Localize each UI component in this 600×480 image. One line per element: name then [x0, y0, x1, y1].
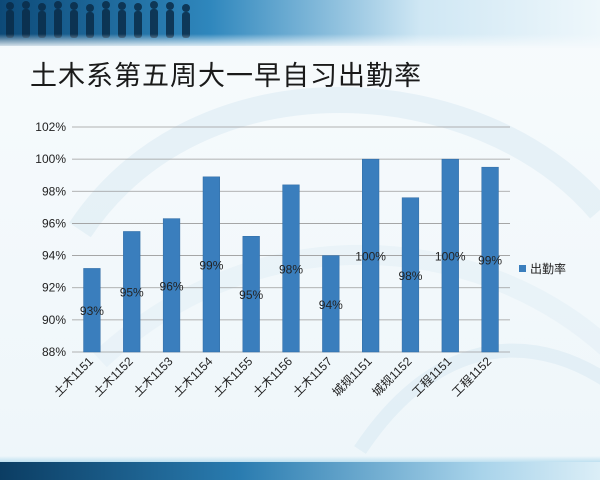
x-tick-label: 工程1152: [448, 353, 494, 399]
data-label: 94%: [319, 298, 343, 312]
chart-legend: 出勤率: [519, 261, 566, 276]
x-tick-label: 土木1152: [91, 354, 136, 399]
bar: [481, 166, 499, 353]
data-label: 96%: [160, 279, 184, 293]
bar: [322, 255, 340, 353]
bar: [202, 176, 220, 353]
x-tick-label: 土木1156: [250, 354, 295, 399]
legend-label: 出勤率: [530, 261, 566, 276]
data-label: 98%: [398, 269, 422, 283]
y-tick-label: 102%: [35, 120, 66, 134]
data-label: 99%: [199, 258, 223, 272]
bar: [123, 231, 141, 353]
bar: [282, 184, 300, 353]
bottom-band-highlight: [0, 456, 600, 462]
page-title: 土木系第五周大一早自习出勤率: [30, 61, 422, 92]
data-label: 93%: [80, 304, 104, 318]
legend-swatch: [519, 265, 526, 272]
data-label: 100%: [355, 250, 386, 264]
y-tick-label: 90%: [42, 313, 66, 327]
data-label: 95%: [239, 288, 263, 302]
bar: [401, 197, 420, 353]
bar: [83, 268, 101, 353]
x-tick-label: 工程1151: [409, 353, 455, 399]
x-tick-label: 土木1155: [210, 354, 255, 399]
chart-data-labels: 93% 95% 96% 99% 95% 98% 94% 100% 98% 100% 99%: [80, 250, 503, 319]
x-tick-label: 土木1154: [170, 354, 215, 399]
chart-bars: [83, 158, 499, 353]
x-tick-label: 土木1153: [131, 354, 176, 399]
y-tick-label: 100%: [35, 152, 66, 166]
data-label: 98%: [279, 262, 303, 276]
people-silhouette-decoration: [6, 1, 190, 38]
bar: [242, 236, 260, 353]
x-tick-label: 土木1151: [51, 354, 96, 399]
x-tick-label: 城规1152: [369, 353, 415, 399]
bar: [362, 158, 380, 353]
bar: [162, 218, 181, 353]
x-tick-label: 土木1157: [290, 354, 335, 399]
bar: [441, 158, 459, 353]
y-tick-label: 88%: [42, 345, 66, 359]
x-axis-tick-labels: 土木1151土木1152土木1153土木1154土木1155土木1156土木11…: [51, 353, 495, 399]
x-tick-label: 城规1151: [329, 353, 375, 399]
y-tick-label: 94%: [42, 249, 66, 263]
y-tick-label: 96%: [42, 216, 66, 230]
top-banner-fade: [0, 34, 600, 48]
data-label: 100%: [435, 250, 466, 264]
y-axis-tick-labels: 88% 90% 92% 94% 96% 98% 100% 102%: [35, 120, 66, 359]
data-label: 99%: [478, 254, 502, 268]
bottom-band: [0, 462, 600, 480]
y-tick-label: 92%: [42, 281, 66, 295]
y-tick-label: 98%: [42, 184, 66, 198]
data-label: 95%: [120, 286, 144, 300]
